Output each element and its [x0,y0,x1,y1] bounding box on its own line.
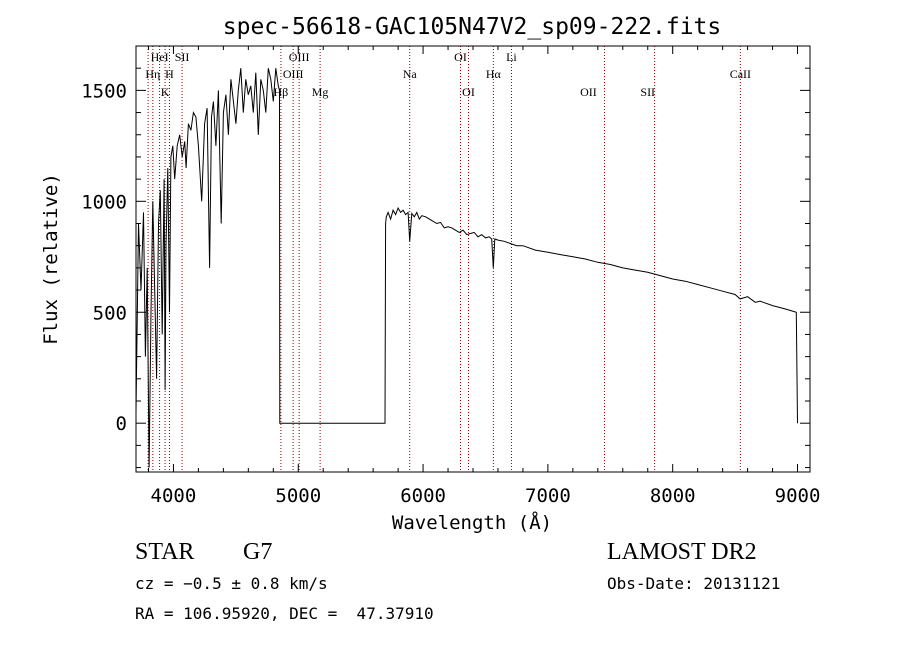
line-label: CaII [730,67,751,81]
line-label: Mg [312,85,329,99]
observation-date: Obs-Date: 20131121 [607,574,781,593]
line-label: SII [640,85,655,99]
line-label: K [161,85,170,99]
line-label: Hη [145,67,160,81]
spectral-line-markers [147,46,741,472]
y-tick-label: 500 [93,302,127,324]
line-label: OIII [289,50,310,64]
x-tick-label: 6000 [400,485,446,507]
survey-name: LAMOST DR2 [607,539,757,565]
object-class: STAR [135,539,195,565]
x-axis-label: Wavelength (Å) [392,511,552,534]
line-label: Hα [486,67,502,81]
coordinates-readout: RA = 106.95920, DEC = 47.37910 [135,604,434,623]
line-label: OI [462,85,475,99]
line-label: OIII [283,67,304,81]
flux-series [135,68,798,468]
x-tick-label: 9000 [775,485,821,507]
y-tick-label: 1000 [81,191,127,213]
x-tick-label: 4000 [151,485,197,507]
x-tick-label: 7000 [525,485,571,507]
y-tick-label: 0 [116,413,127,435]
x-tick-label: 8000 [650,485,696,507]
x-tick-label: 5000 [275,485,321,507]
line-label: HeI [151,50,169,64]
line-label: Li [506,50,517,64]
line-label: OI [454,50,467,64]
y-axis-label: Flux (relative) [40,173,62,345]
object-subclass: G7 [243,539,273,565]
x-axis-ticks: 4000 5000 6000 7000 8000 9000 [147,46,821,507]
line-label: Hβ [274,85,289,99]
y-axis-ticks: 0 500 1000 1500 [81,45,810,469]
flux-line [135,68,798,468]
line-label: Na [403,67,418,81]
spectral-line-labels: HeI SII OIII OI Li Hη H OIII Na Hα CaII K Hβ Mg OI OII S… [145,50,751,99]
line-label: H [165,67,174,81]
y-tick-label: 1500 [81,80,127,102]
chart-title: spec-56618-GAC105N47V2_sp09-222.fits [223,14,722,40]
line-label: SII [175,50,190,64]
line-label: OII [580,85,597,99]
redshift-readout: cz = −0.5 ± 0.8 km/s [135,574,328,593]
